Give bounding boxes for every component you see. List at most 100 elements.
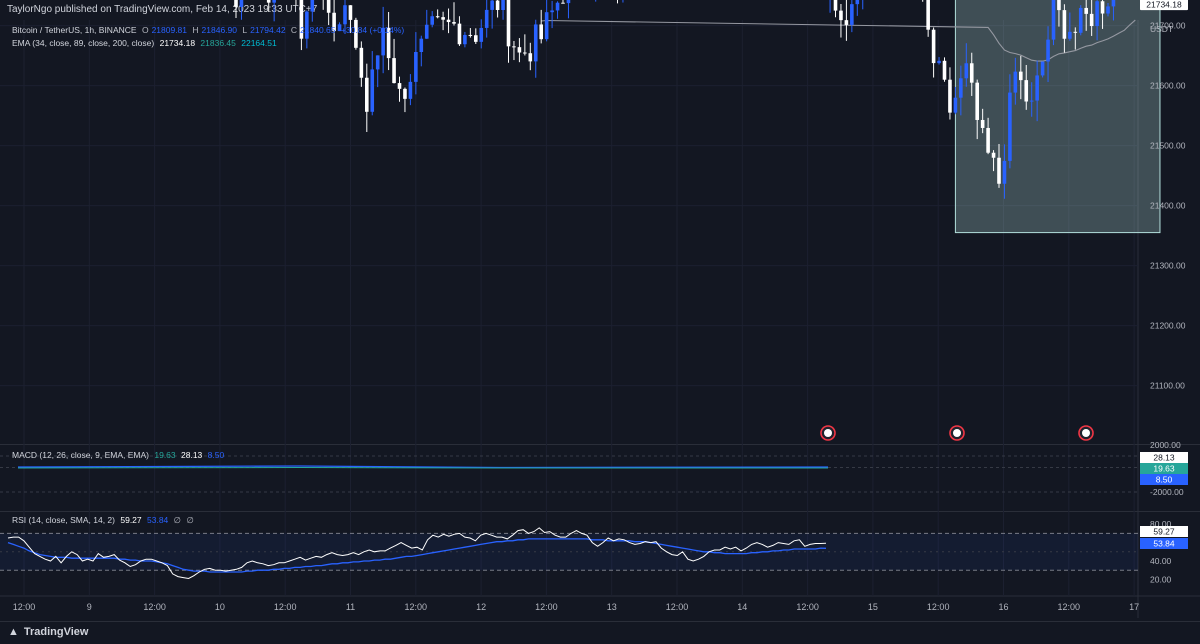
candle-body xyxy=(839,10,843,21)
price-tick-label: 21500.00 xyxy=(1150,141,1186,151)
candle-body xyxy=(850,4,854,25)
candle-body xyxy=(544,12,549,40)
candle-body xyxy=(266,0,271,3)
macd-tick-label: -2000.00 xyxy=(1150,487,1184,497)
candle-body xyxy=(1029,100,1034,102)
time-tick-label: 12:00 xyxy=(405,602,428,612)
flag-icon xyxy=(1082,429,1090,437)
candle-body xyxy=(1111,0,1116,7)
time-tick-label: 12:00 xyxy=(1058,602,1081,612)
candle-body xyxy=(937,60,941,64)
candle-body xyxy=(1002,160,1007,184)
rsi-ma-badge-value: 53.84 xyxy=(1153,539,1175,549)
macd-signal-line xyxy=(17,466,828,469)
candle-body xyxy=(980,119,985,128)
time-tick-label: 17 xyxy=(1129,602,1139,612)
candle-body xyxy=(375,55,380,70)
rsi-line xyxy=(7,527,827,580)
candle-body xyxy=(969,63,974,83)
macd-badge xyxy=(1140,474,1188,485)
candle-body xyxy=(435,16,440,18)
high-value: 21846.90 xyxy=(201,25,237,35)
candle-body xyxy=(343,5,347,25)
candle-body xyxy=(1051,0,1056,40)
macd-legend: MACD (12, 26, close, 9, EMA, EMA) 19.63 … xyxy=(12,449,227,461)
event-markers[interactable] xyxy=(820,425,1094,441)
annotation-box[interactable] xyxy=(954,0,1161,234)
candle-body xyxy=(381,27,385,56)
rsi-upper-value: ∅ xyxy=(173,515,182,525)
candle-body xyxy=(359,47,364,78)
macd-badge xyxy=(1140,463,1188,474)
candle-body xyxy=(1013,71,1018,93)
candle-body xyxy=(348,5,353,20)
high-label: H xyxy=(192,25,199,35)
candle-body xyxy=(1073,31,1078,33)
time-tick-label: 12:00 xyxy=(274,602,297,612)
tradingview-logo[interactable]: ▲ TradingView xyxy=(8,626,88,638)
time-tick-label: 11 xyxy=(346,602,355,612)
flag-icon xyxy=(824,429,832,437)
rsi-legend: RSI (14, close, SMA, 14, 2) 59.27 53.84 … xyxy=(12,514,197,526)
price-badge xyxy=(1140,0,1188,11)
candle-body xyxy=(414,52,418,82)
candles xyxy=(234,0,1116,199)
time-tick-label: 12:00 xyxy=(143,602,166,612)
candle-body xyxy=(506,0,511,47)
time-tick-label: 12:00 xyxy=(535,602,558,612)
candle-body xyxy=(337,24,342,32)
flag-icon xyxy=(953,429,961,437)
time-tick-label: 14 xyxy=(737,602,747,612)
candle-body xyxy=(948,79,952,113)
ema-legend: EMA (34, close, 89, close, 200, close) 2… xyxy=(12,37,280,49)
candle-body xyxy=(272,0,276,3)
symbol-name[interactable]: Bitcoin / TetherUS, 1h, BINANCE xyxy=(12,25,137,35)
rsi-lower-value: ∅ xyxy=(186,515,194,525)
candle-body xyxy=(1046,39,1050,62)
ema-lines xyxy=(541,19,1136,62)
tradingview-logo-icon: ▲ xyxy=(8,626,19,638)
time-tick-label: 12:00 xyxy=(796,602,819,612)
candle-body xyxy=(959,78,963,98)
candle-body xyxy=(833,0,838,11)
candle-body xyxy=(419,38,424,53)
macd-value-1: 19.63 xyxy=(154,450,176,460)
candle-body xyxy=(370,69,375,112)
macd-line xyxy=(17,465,829,469)
candle-body xyxy=(1095,1,1099,27)
highlight-rectangle xyxy=(954,0,1161,234)
time-tick-label: 12:00 xyxy=(927,602,950,612)
candle-body xyxy=(844,20,849,25)
candle-body xyxy=(1040,61,1045,76)
rsi-label[interactable]: RSI (14, close, SMA, 14, 2) xyxy=(12,515,115,525)
candle-body xyxy=(1062,10,1067,39)
candle-body xyxy=(561,2,565,4)
candle-body xyxy=(942,60,947,80)
low-label: L xyxy=(242,25,248,35)
candle-body xyxy=(474,35,478,42)
symbol-legend: Bitcoin / TetherUS, 1h, BINANCE O 21809.8… xyxy=(12,24,407,36)
candle-body xyxy=(566,0,571,4)
candle-body xyxy=(533,24,538,62)
candle-body xyxy=(926,0,930,30)
price-tick-label: 21400.00 xyxy=(1150,201,1186,211)
candle-body xyxy=(550,10,554,13)
rsi-badge-value: 59.27 xyxy=(1153,527,1175,537)
candle-body xyxy=(1106,6,1110,14)
time-tick-label: 12:00 xyxy=(13,602,36,612)
price-badge-value: 21734.18 xyxy=(1146,0,1182,10)
candle-body xyxy=(855,0,860,5)
ema-label[interactable]: EMA (34, close, 89, close, 200, close) xyxy=(12,38,155,48)
candle-body xyxy=(326,0,331,13)
candle-body xyxy=(386,27,391,59)
price-tick-label: 21200.00 xyxy=(1150,321,1186,331)
candle-body xyxy=(441,17,445,20)
close-value: 21840.65 xyxy=(300,25,336,35)
candle-body xyxy=(991,152,996,158)
candle-body xyxy=(964,63,969,79)
time-tick-label: 16 xyxy=(998,602,1008,612)
macd-label[interactable]: MACD (12, 26, close, 9, EMA, EMA) xyxy=(12,450,149,460)
candle-body xyxy=(452,22,456,24)
candle-body xyxy=(1035,75,1039,101)
